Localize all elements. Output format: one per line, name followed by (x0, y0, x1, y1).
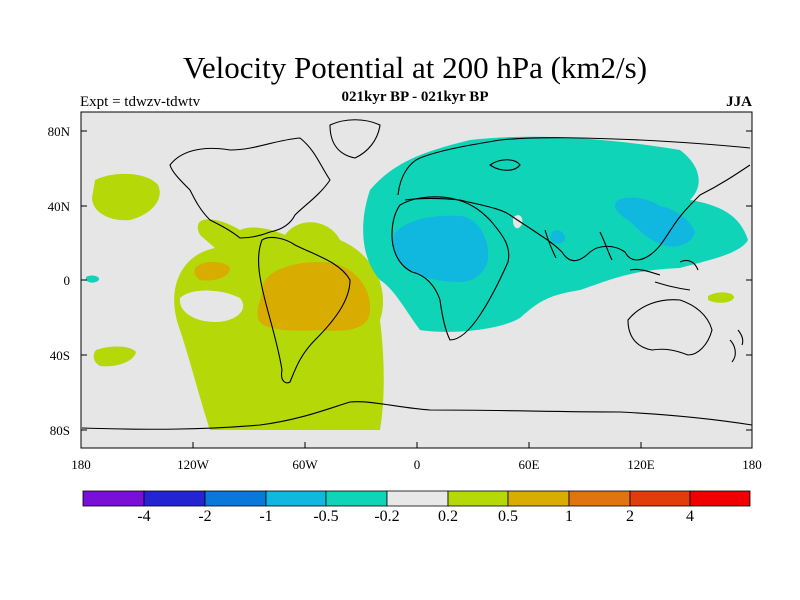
central-pacific-spot (86, 275, 100, 283)
colorbar (82, 490, 751, 507)
moderate-positive-regions (194, 262, 371, 331)
greenland-coast (329, 119, 381, 159)
lon-label-180e: 180 (742, 457, 762, 472)
south-america-coast (258, 236, 351, 384)
lat-label-0: 0 (63, 273, 71, 288)
east-asia-core-region (614, 197, 695, 247)
peninsula-coast (544, 229, 613, 261)
coastlines (81, 119, 753, 430)
lat-label-40n: 40N (47, 199, 70, 214)
east-pacific-region (194, 262, 230, 281)
australia-coast (627, 299, 713, 356)
map-ticks (81, 130, 752, 448)
colorbar-label: -0.5 (313, 508, 339, 525)
colorbar-label: -4 (137, 508, 151, 525)
lon-label-180w: 180 (71, 457, 91, 472)
colorbar-label: 4 (686, 508, 694, 525)
lat-label-40s: 40S (49, 348, 70, 363)
colorbar-box-6 (386, 490, 449, 507)
maritime-islands-coast (629, 259, 699, 291)
africa-coast (391, 196, 510, 341)
lon-label-120e: 120E (627, 457, 655, 472)
north-america-coast (169, 137, 331, 239)
colorbar-box-11 (689, 490, 751, 507)
lat-label-80n: 80N (47, 124, 70, 139)
colorbar-box-4 (265, 490, 327, 507)
colorbar-box-1 (82, 490, 145, 507)
colorbar-box-10 (629, 490, 691, 507)
west-pacific-blob (708, 292, 735, 303)
antarctica-coast (81, 401, 753, 430)
south-asia-spot (550, 230, 566, 244)
lon-label-0: 0 (413, 457, 421, 472)
map-title: Velocity Potential at 200 hPa (km2/s) (182, 50, 648, 85)
colorbar-box-2 (143, 490, 206, 507)
season-label: JJA (726, 94, 752, 110)
colorbar-label: -0.2 (374, 508, 400, 525)
north-pacific-blob (92, 173, 160, 221)
new-zealand-coast (729, 329, 744, 363)
amazon-region (257, 262, 371, 331)
colorbar-box-3 (204, 490, 267, 507)
strong-negative-regions (392, 197, 695, 282)
africa-core-region (392, 215, 489, 282)
colorbar-label: 0.5 (498, 508, 518, 525)
neutral-hole (179, 290, 244, 322)
colorbar-label: -1 (259, 508, 273, 525)
colorbar-label: 1 (565, 508, 573, 525)
map-subtitle: 021kyr BP - 021kyr BP (341, 89, 489, 105)
colorbar-label: 2 (626, 508, 634, 525)
lon-label-120w: 120W (177, 457, 209, 472)
colorbar-box-7 (447, 490, 509, 507)
colorbar-box-5 (325, 490, 388, 507)
colorbar-box-8 (507, 490, 570, 507)
colorbar-box-9 (568, 490, 631, 507)
caspian-coast (489, 159, 521, 171)
experiment-label: Expt = tdwzv-tdwtv (80, 94, 201, 110)
colorbar-label: 0.2 (438, 508, 458, 525)
lon-label-60e: 60E (518, 457, 540, 472)
colorbar-label: -2 (198, 508, 212, 525)
lat-label-80s: 80S (49, 423, 70, 438)
lon-label-60w: 60W (292, 457, 318, 472)
eurasia-coast (397, 137, 751, 262)
south-pacific-blob (93, 346, 136, 367)
